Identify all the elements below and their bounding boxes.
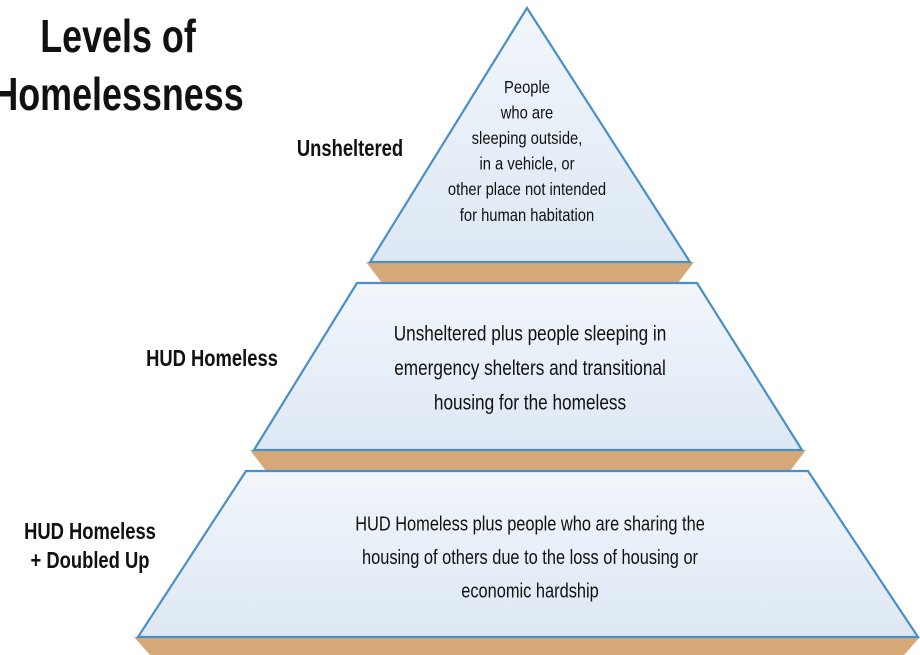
level-description: who are — [500, 103, 553, 123]
tier-bottom — [135, 469, 920, 639]
level-label: HUD Homeless — [146, 346, 278, 371]
level-label: HUD Homeless — [24, 519, 156, 544]
tier-top — [368, 5, 693, 264]
tier-base — [250, 450, 806, 471]
level-description: HUD Homeless plus people who are sharing… — [355, 512, 705, 535]
level-description: sleeping outside, — [472, 129, 583, 149]
level-description: People — [504, 77, 550, 97]
title: Levels of — [40, 11, 196, 62]
level-description: Unsheltered plus people sleeping in — [394, 323, 667, 346]
level-description: other place not intended — [448, 180, 606, 200]
level-label: Unsheltered — [297, 136, 403, 161]
level-description: housing for the homeless — [434, 392, 626, 415]
level-description: economic hardship — [461, 579, 598, 602]
tier-base — [366, 262, 694, 283]
title: Homelessness — [0, 69, 244, 120]
level-description: emergency shelters and transitional — [394, 358, 666, 381]
texts: Levels of Homelessness Unsheltered People wh… — [0, 11, 705, 602]
level-description: housing of others due to the loss of hou… — [362, 545, 698, 568]
level-description: in a vehicle, or — [479, 154, 575, 174]
level-label: + Doubled Up — [30, 548, 149, 573]
tier-base — [134, 637, 920, 655]
level-description: for human habitation — [460, 205, 594, 225]
tier-middle — [252, 281, 804, 452]
